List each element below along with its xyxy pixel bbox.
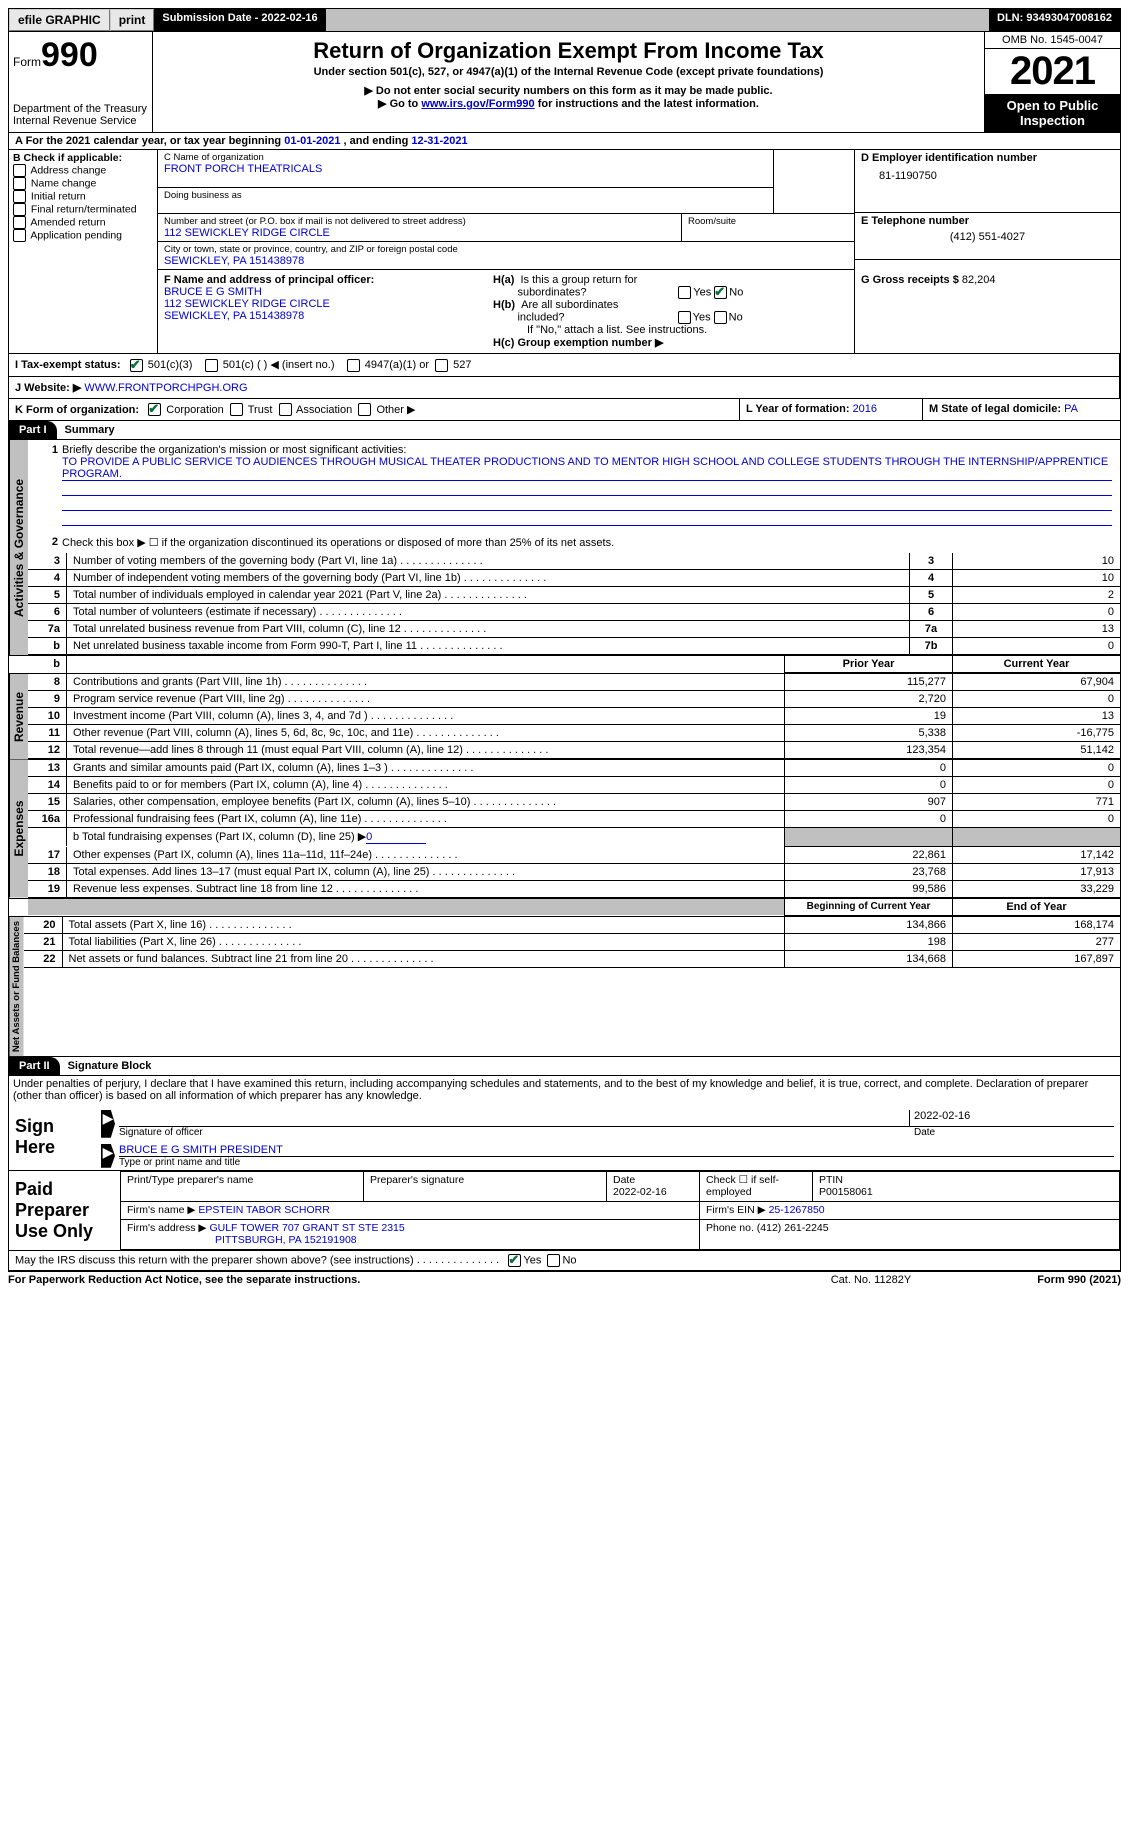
part2-header: Part II Signature Block xyxy=(8,1057,1121,1076)
checkbox-option[interactable]: Amended return xyxy=(13,216,153,229)
efile-button[interactable]: efile GRAPHIC xyxy=(9,9,110,31)
col-d: D Employer identification number 81-1190… xyxy=(854,150,1120,353)
summary-line: 9Program service revenue (Part VIII, lin… xyxy=(28,691,1120,708)
summary-line: 12Total revenue—add lines 8 through 11 (… xyxy=(28,742,1120,759)
gross-receipts: 82,204 xyxy=(962,274,996,286)
website: WWW.FRONTPORCHPGH.ORG xyxy=(84,382,247,394)
omb-number: OMB No. 1545-0047 xyxy=(985,32,1120,49)
dept-treasury: Department of the Treasury xyxy=(13,103,148,115)
part1-expenses: Expenses 13Grants and similar amounts pa… xyxy=(8,760,1121,899)
irs-label: Internal Revenue Service xyxy=(13,115,148,127)
h-b: H(b) Are all subordinates included? Yes … xyxy=(493,299,848,324)
arrow-icon: ▶ xyxy=(101,1110,115,1138)
summary-line: 11Other revenue (Part VIII, column (A), … xyxy=(28,725,1120,742)
col-c-org-info: C Name of organization FRONT PORCH THEAT… xyxy=(158,150,854,353)
form-header: Form990 Department of the Treasury Inter… xyxy=(8,32,1121,133)
form-title: Return of Organization Exempt From Incom… xyxy=(157,38,980,64)
officer-name: BRUCE E G SMITH xyxy=(164,286,481,298)
org-name: FRONT PORCH THEATRICALS xyxy=(164,163,767,175)
checkbox-option[interactable]: Initial return xyxy=(13,190,153,203)
h-a: H(a) Is this a group return for subordin… xyxy=(493,274,848,299)
part1-revenue: Revenue 8Contributions and grants (Part … xyxy=(8,674,1121,760)
note-link: ▶ Go to www.irs.gov/Form990 for instruct… xyxy=(157,97,980,110)
summary-line: 16aProfessional fundraising fees (Part I… xyxy=(28,811,1120,828)
part1-prior-current-hdr: . b Prior Year Current Year xyxy=(8,656,1121,674)
submission-date: Submission Date - 2022-02-16 xyxy=(154,9,325,31)
form-subtitle: Under section 501(c), 527, or 4947(a)(1)… xyxy=(157,66,980,78)
summary-line: 18Total expenses. Add lines 13–17 (must … xyxy=(28,863,1120,880)
sign-here-block: Sign Here ▶ 2022-02-16 Signature of offi… xyxy=(8,1104,1121,1171)
telephone: (412) 551-4027 xyxy=(861,227,1114,243)
summary-line: 22Net assets or fund balances. Subtract … xyxy=(24,950,1121,967)
perjury-declaration: Under penalties of perjury, I declare th… xyxy=(8,1076,1121,1104)
summary-line: 17Other expenses (Part IX, column (A), l… xyxy=(28,847,1120,864)
paid-preparer-block: Paid Preparer Use Only Print/Type prepar… xyxy=(8,1171,1121,1251)
part1-activities-governance: Activities & Governance 1Briefly describ… xyxy=(8,440,1121,656)
summary-line: bNet unrelated business taxable income f… xyxy=(28,638,1120,655)
part1-netassets: Net Assets or Fund Balances 20Total asse… xyxy=(8,917,1121,1057)
arrow-icon: ▶ xyxy=(101,1144,115,1168)
officer-name-title: BRUCE E G SMITH PRESIDENT xyxy=(119,1144,1114,1157)
row-j: J Website: ▶ WWW.FRONTPORCHPGH.ORG xyxy=(8,377,1121,399)
checkbox-option[interactable]: Name change xyxy=(13,177,153,190)
summary-line: 21Total liabilities (Part X, line 26)198… xyxy=(24,933,1121,950)
irs-form990-link[interactable]: www.irs.gov/Form990 xyxy=(421,98,534,110)
tax-year: 2021 xyxy=(985,49,1120,94)
part1-header: Part I Summary xyxy=(8,421,1121,440)
summary-line: 19Revenue less expenses. Subtract line 1… xyxy=(28,880,1120,897)
checkbox-option[interactable]: Address change xyxy=(13,164,153,177)
summary-line: 5Total number of individuals employed in… xyxy=(28,587,1120,604)
row-i: I Tax-exempt status: 501(c)(3) 501(c) ( … xyxy=(8,354,1121,377)
mission: TO PROVIDE A PUBLIC SERVICE TO AUDIENCES… xyxy=(62,456,1112,481)
summary-line: 20Total assets (Part X, line 16)134,8661… xyxy=(24,917,1121,934)
row-klm: K Form of organization: Corporation Trus… xyxy=(8,399,1121,422)
summary-line: 15Salaries, other compensation, employee… xyxy=(28,794,1120,811)
summary-line: 14Benefits paid to or for members (Part … xyxy=(28,777,1120,794)
part1-netassets-hdr: . Beginning of Current Year End of Year xyxy=(8,899,1121,917)
summary-line: 10Investment income (Part VIII, column (… xyxy=(28,708,1120,725)
org-city: SEWICKLEY, PA 151438978 xyxy=(164,255,848,267)
summary-line: 13Grants and similar amounts paid (Part … xyxy=(28,760,1120,777)
summary-line: 3Number of voting members of the governi… xyxy=(28,553,1120,570)
open-to-public: Open to Public Inspection xyxy=(985,94,1120,132)
org-street: 112 SEWICKLEY RIDGE CIRCLE xyxy=(164,227,675,239)
sig-date: 2022-02-16 xyxy=(909,1110,1114,1127)
section-bcd: B Check if applicable: Address change Na… xyxy=(8,150,1121,354)
summary-line: 8Contributions and grants (Part VIII, li… xyxy=(28,674,1120,691)
col-b-checkboxes: B Check if applicable: Address change Na… xyxy=(9,150,158,353)
discuss-row: May the IRS discuss this return with the… xyxy=(8,1251,1121,1271)
print-button[interactable]: print xyxy=(110,9,155,31)
top-toolbar: efile GRAPHIC print Submission Date - 20… xyxy=(8,8,1121,32)
row-a-tax-year: A For the 2021 calendar year, or tax yea… xyxy=(8,133,1121,150)
h-c: H(c) Group exemption number ▶ xyxy=(493,336,848,349)
checkbox-option[interactable]: Application pending xyxy=(13,229,153,242)
summary-line: 4Number of independent voting members of… xyxy=(28,570,1120,587)
summary-line: 7aTotal unrelated business revenue from … xyxy=(28,621,1120,638)
lines-3-7: 3Number of voting members of the governi… xyxy=(28,553,1120,655)
page-footer: For Paperwork Reduction Act Notice, see … xyxy=(8,1271,1121,1288)
checkbox-option[interactable]: Final return/terminated xyxy=(13,203,153,216)
ein: 81-1190750 xyxy=(861,164,1114,182)
form-number: Form990 xyxy=(13,36,148,75)
summary-line: 6Total number of volunteers (estimate if… xyxy=(28,604,1120,621)
note-ssn: ▶ Do not enter social security numbers o… xyxy=(157,84,980,97)
dln: DLN: 93493047008162 xyxy=(989,9,1120,31)
